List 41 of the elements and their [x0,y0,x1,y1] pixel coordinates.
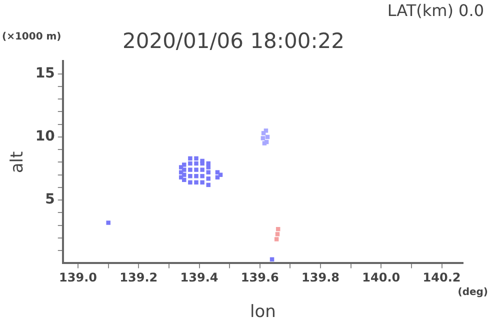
point [194,174,198,178]
chart-title: 2020/01/06 18:00:22 [122,29,345,54]
point [274,237,279,242]
point [194,168,198,172]
point [275,232,280,236]
y-axis-title: alt [8,150,28,174]
point [218,172,223,177]
point [200,168,204,172]
point [194,161,198,166]
x-tick-label: 140.0 [362,270,400,285]
point [188,168,192,172]
y-tick-label: 10 [35,128,56,145]
x-tick-label: 139.2 [120,270,158,285]
point [182,162,186,167]
point [106,220,110,225]
x-tick-label: 139.8 [302,270,340,285]
text: (deg) [458,286,488,298]
text: (×1000 m) [2,32,62,43]
point [194,156,198,161]
x-tick-label: 139.0 [59,270,98,285]
point [182,168,186,172]
point [264,128,268,133]
point [188,161,192,166]
x-tick-label: 139.4 [180,270,218,285]
point [194,180,198,185]
point [206,170,210,174]
y-tick-label: 5 [45,192,55,208]
point [260,136,266,140]
y-tick-label: 15 [35,65,55,82]
point [200,158,204,164]
text: LAT(km) 0.0 [387,1,484,20]
x-tick-label: 140.2 [422,270,461,285]
point [182,178,186,182]
point [188,174,192,178]
x-tick-label: 139.6 [240,270,279,285]
point [200,174,204,178]
point [200,180,204,185]
point [188,180,192,185]
point [188,156,192,161]
point [182,172,186,177]
x-axis-title: lon [250,302,276,322]
